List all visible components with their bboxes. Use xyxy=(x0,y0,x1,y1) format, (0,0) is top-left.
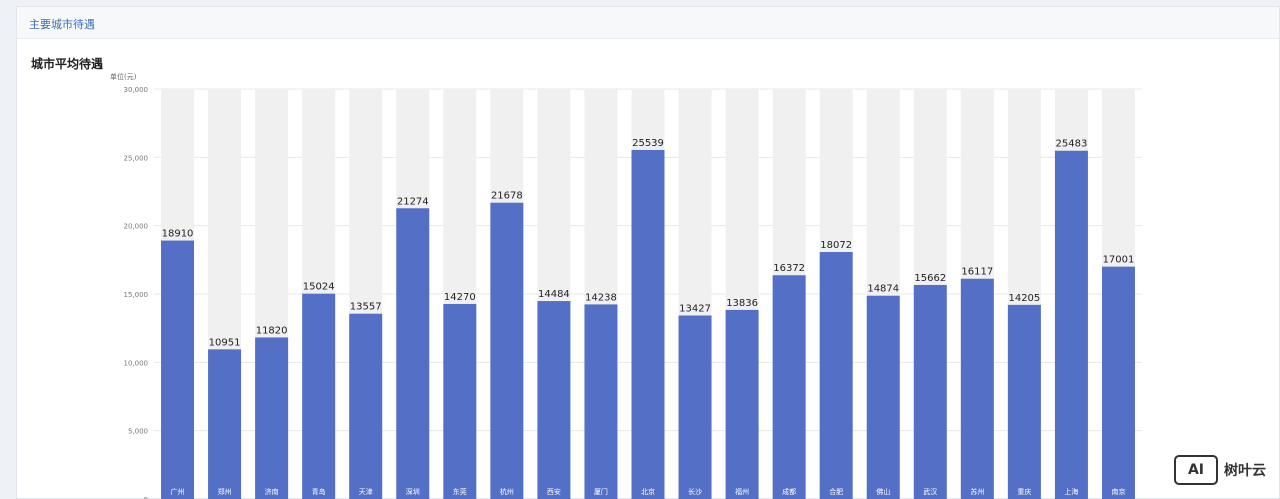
x-tick-label: 成都 xyxy=(782,487,796,496)
bar-value-label: 14238 xyxy=(585,292,617,303)
bar-value-label: 14270 xyxy=(444,292,476,303)
bar-value-label: 13557 xyxy=(350,302,382,313)
bar xyxy=(537,301,571,499)
bar xyxy=(678,315,712,499)
x-tick-label: 厦门 xyxy=(594,487,608,496)
x-tick-label: 西安 xyxy=(547,487,561,496)
bar xyxy=(866,295,900,499)
x-tick-label: 南京 xyxy=(1111,487,1125,496)
bar-value-label: 10951 xyxy=(209,337,241,348)
y-tick-label: 25,000 xyxy=(124,154,149,162)
bar-value-label: 15024 xyxy=(303,282,335,293)
bar-value-label: 25539 xyxy=(632,138,664,149)
x-tick-label: 重庆 xyxy=(1017,487,1031,496)
x-tick-label: 广州 xyxy=(171,487,185,496)
bar-value-label: 14484 xyxy=(538,289,570,300)
panel-header: 主要城市待遇 xyxy=(17,7,1279,39)
bar xyxy=(1054,150,1088,499)
bar-value-label: 21274 xyxy=(397,196,429,207)
x-tick-label: 东莞 xyxy=(453,487,467,496)
bar-value-label: 15662 xyxy=(914,273,946,284)
x-tick-label: 长沙 xyxy=(688,487,702,496)
x-tick-label: 苏州 xyxy=(970,487,984,496)
y-tick-label: 5,000 xyxy=(128,428,148,436)
y-axis-unit-label: 单位(元) xyxy=(110,72,137,81)
bar-value-label: 18072 xyxy=(820,240,852,251)
bar-value-label: 16372 xyxy=(773,263,805,274)
x-tick-label: 合肥 xyxy=(829,487,843,496)
bar xyxy=(161,240,195,499)
bar xyxy=(960,278,994,499)
y-tick-label: 15,000 xyxy=(124,291,149,299)
y-tick-label: 20,000 xyxy=(124,223,149,231)
bar-value-label: 16117 xyxy=(961,267,993,278)
bar xyxy=(725,309,759,499)
watermark-text: 树叶云 xyxy=(1224,463,1266,479)
bar-value-label: 13836 xyxy=(726,298,758,309)
bar xyxy=(1007,304,1041,499)
x-tick-label: 杭州 xyxy=(500,487,514,496)
bar-value-label: 14205 xyxy=(1008,293,1040,304)
chart-title: 城市平均待遇 xyxy=(31,57,104,71)
bar-value-label: 25483 xyxy=(1056,139,1088,150)
bar-value-label: 21678 xyxy=(491,191,523,202)
bar xyxy=(819,252,853,499)
x-tick-label: 武汉 xyxy=(923,487,937,496)
bar xyxy=(302,293,336,499)
y-tick-label: 30,000 xyxy=(124,86,149,94)
panel-title: 主要城市待遇 xyxy=(29,18,95,31)
bar-value-label: 17001 xyxy=(1103,255,1135,266)
bar xyxy=(1101,266,1135,499)
x-tick-label: 天津 xyxy=(359,488,373,496)
x-tick-label: 上海 xyxy=(1064,487,1078,496)
bar xyxy=(443,303,477,499)
watermark: AI 树叶云 xyxy=(1174,455,1266,485)
bar xyxy=(584,304,618,499)
x-tick-label: 济南 xyxy=(265,487,279,496)
x-tick-label: 郑州 xyxy=(218,488,232,496)
bar xyxy=(772,275,806,499)
bar-value-label: 18910 xyxy=(162,229,194,240)
bar xyxy=(913,284,947,499)
x-tick-label: 北京 xyxy=(641,487,655,496)
y-tick-label: 0 xyxy=(144,496,148,499)
x-tick-label: 青岛 xyxy=(312,487,326,496)
y-tick-label: 10,000 xyxy=(124,359,149,367)
bar-value-label: 11820 xyxy=(256,325,288,336)
x-tick-label: 佛山 xyxy=(876,487,890,496)
bar xyxy=(208,349,242,499)
bar xyxy=(490,202,524,499)
bar xyxy=(349,313,383,499)
bar-value-label: 14874 xyxy=(867,284,899,295)
bar xyxy=(255,337,289,499)
ai-logo-icon: AI xyxy=(1174,455,1218,485)
x-tick-label: 福州 xyxy=(735,487,749,496)
x-tick-label: 深圳 xyxy=(406,487,420,496)
bar-value-label: 13427 xyxy=(679,303,711,314)
bar xyxy=(396,208,430,499)
bar xyxy=(631,149,665,499)
